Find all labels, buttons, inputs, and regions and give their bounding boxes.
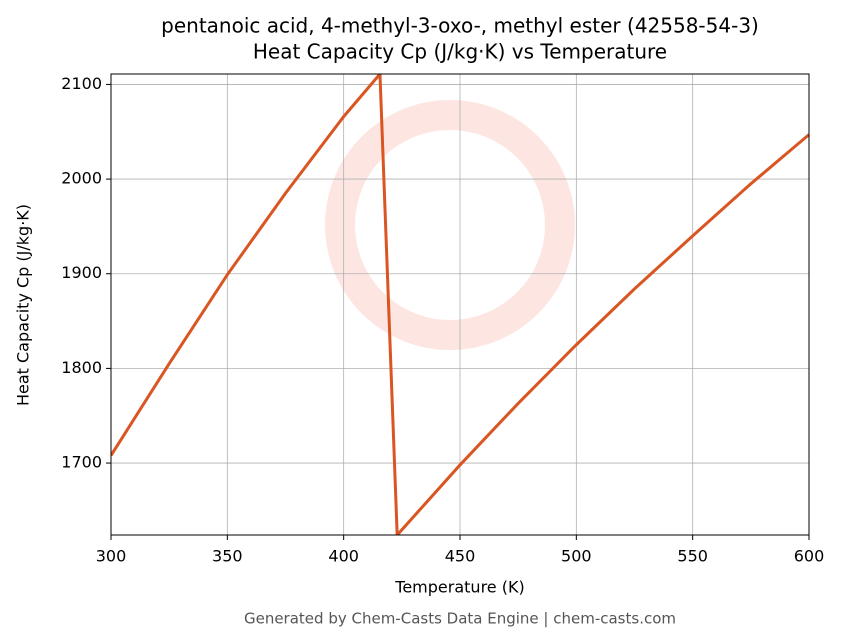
x-tick-label: 500 <box>561 547 592 566</box>
x-tick-label: 350 <box>212 547 243 566</box>
x-tick-label: 400 <box>328 547 359 566</box>
watermark <box>325 100 575 350</box>
x-tick-label: 450 <box>445 547 476 566</box>
y-tick-label: 1900 <box>61 263 102 282</box>
x-tick-label: 300 <box>96 547 127 566</box>
y-axis-label: Heat Capacity Cp (J/kg·K) <box>14 204 33 406</box>
x-tick-label: 600 <box>794 547 825 566</box>
y-tick-label: 2100 <box>61 74 102 93</box>
y-tick-label: 1800 <box>61 358 102 377</box>
x-axis-label: Temperature (K) <box>394 578 524 597</box>
chart-title: pentanoic acid, 4-methyl-3-oxo-, methyl … <box>161 14 759 38</box>
footer: Generated by Chem-Casts Data Engine | ch… <box>244 610 676 628</box>
plot-frame <box>110 73 810 536</box>
chart-subtitle: Heat Capacity Cp (J/kg·K) vs Temperature <box>253 40 667 64</box>
y-tick-label: 1700 <box>61 453 102 472</box>
y-tick-label: 2000 <box>61 169 102 188</box>
x-tick-label: 550 <box>677 547 708 566</box>
data-line <box>111 74 809 535</box>
